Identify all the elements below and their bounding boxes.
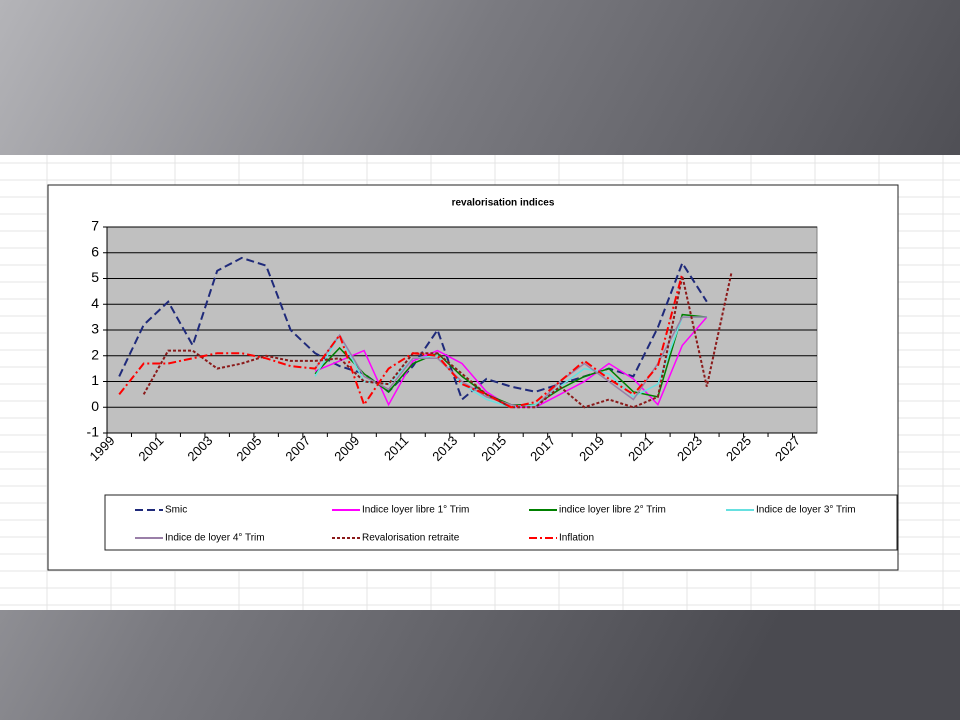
legend-label: Revalorisation retraite [362, 533, 460, 544]
series-line [118, 273, 684, 409]
chart-title: revalorisation indices [452, 198, 555, 209]
y-tick-label: 4 [91, 295, 99, 311]
y-tick-label: 5 [91, 269, 99, 285]
series-line [142, 273, 733, 409]
y-tick-label: 7 [91, 218, 99, 234]
y-tick-label: -1 [87, 424, 100, 440]
legend [104, 494, 898, 551]
y-tick-label: 6 [91, 243, 99, 259]
y-tick-label: 3 [91, 321, 99, 337]
legend-label: indice loyer libre 2° Trim [559, 505, 666, 516]
legend-label: Inflation [559, 533, 594, 544]
y-tick-label: 1 [91, 372, 99, 388]
y-tick-label: 2 [91, 346, 99, 362]
legend-label: Indice de loyer 3° Trim [756, 505, 856, 516]
y-tick-label: 0 [91, 398, 99, 414]
legend-label: Indice loyer libre 1° Trim [362, 505, 469, 516]
legend-label: Smic [165, 505, 187, 516]
legend-label: Indice de loyer 4° Trim [165, 533, 265, 544]
series-line [314, 316, 707, 409]
